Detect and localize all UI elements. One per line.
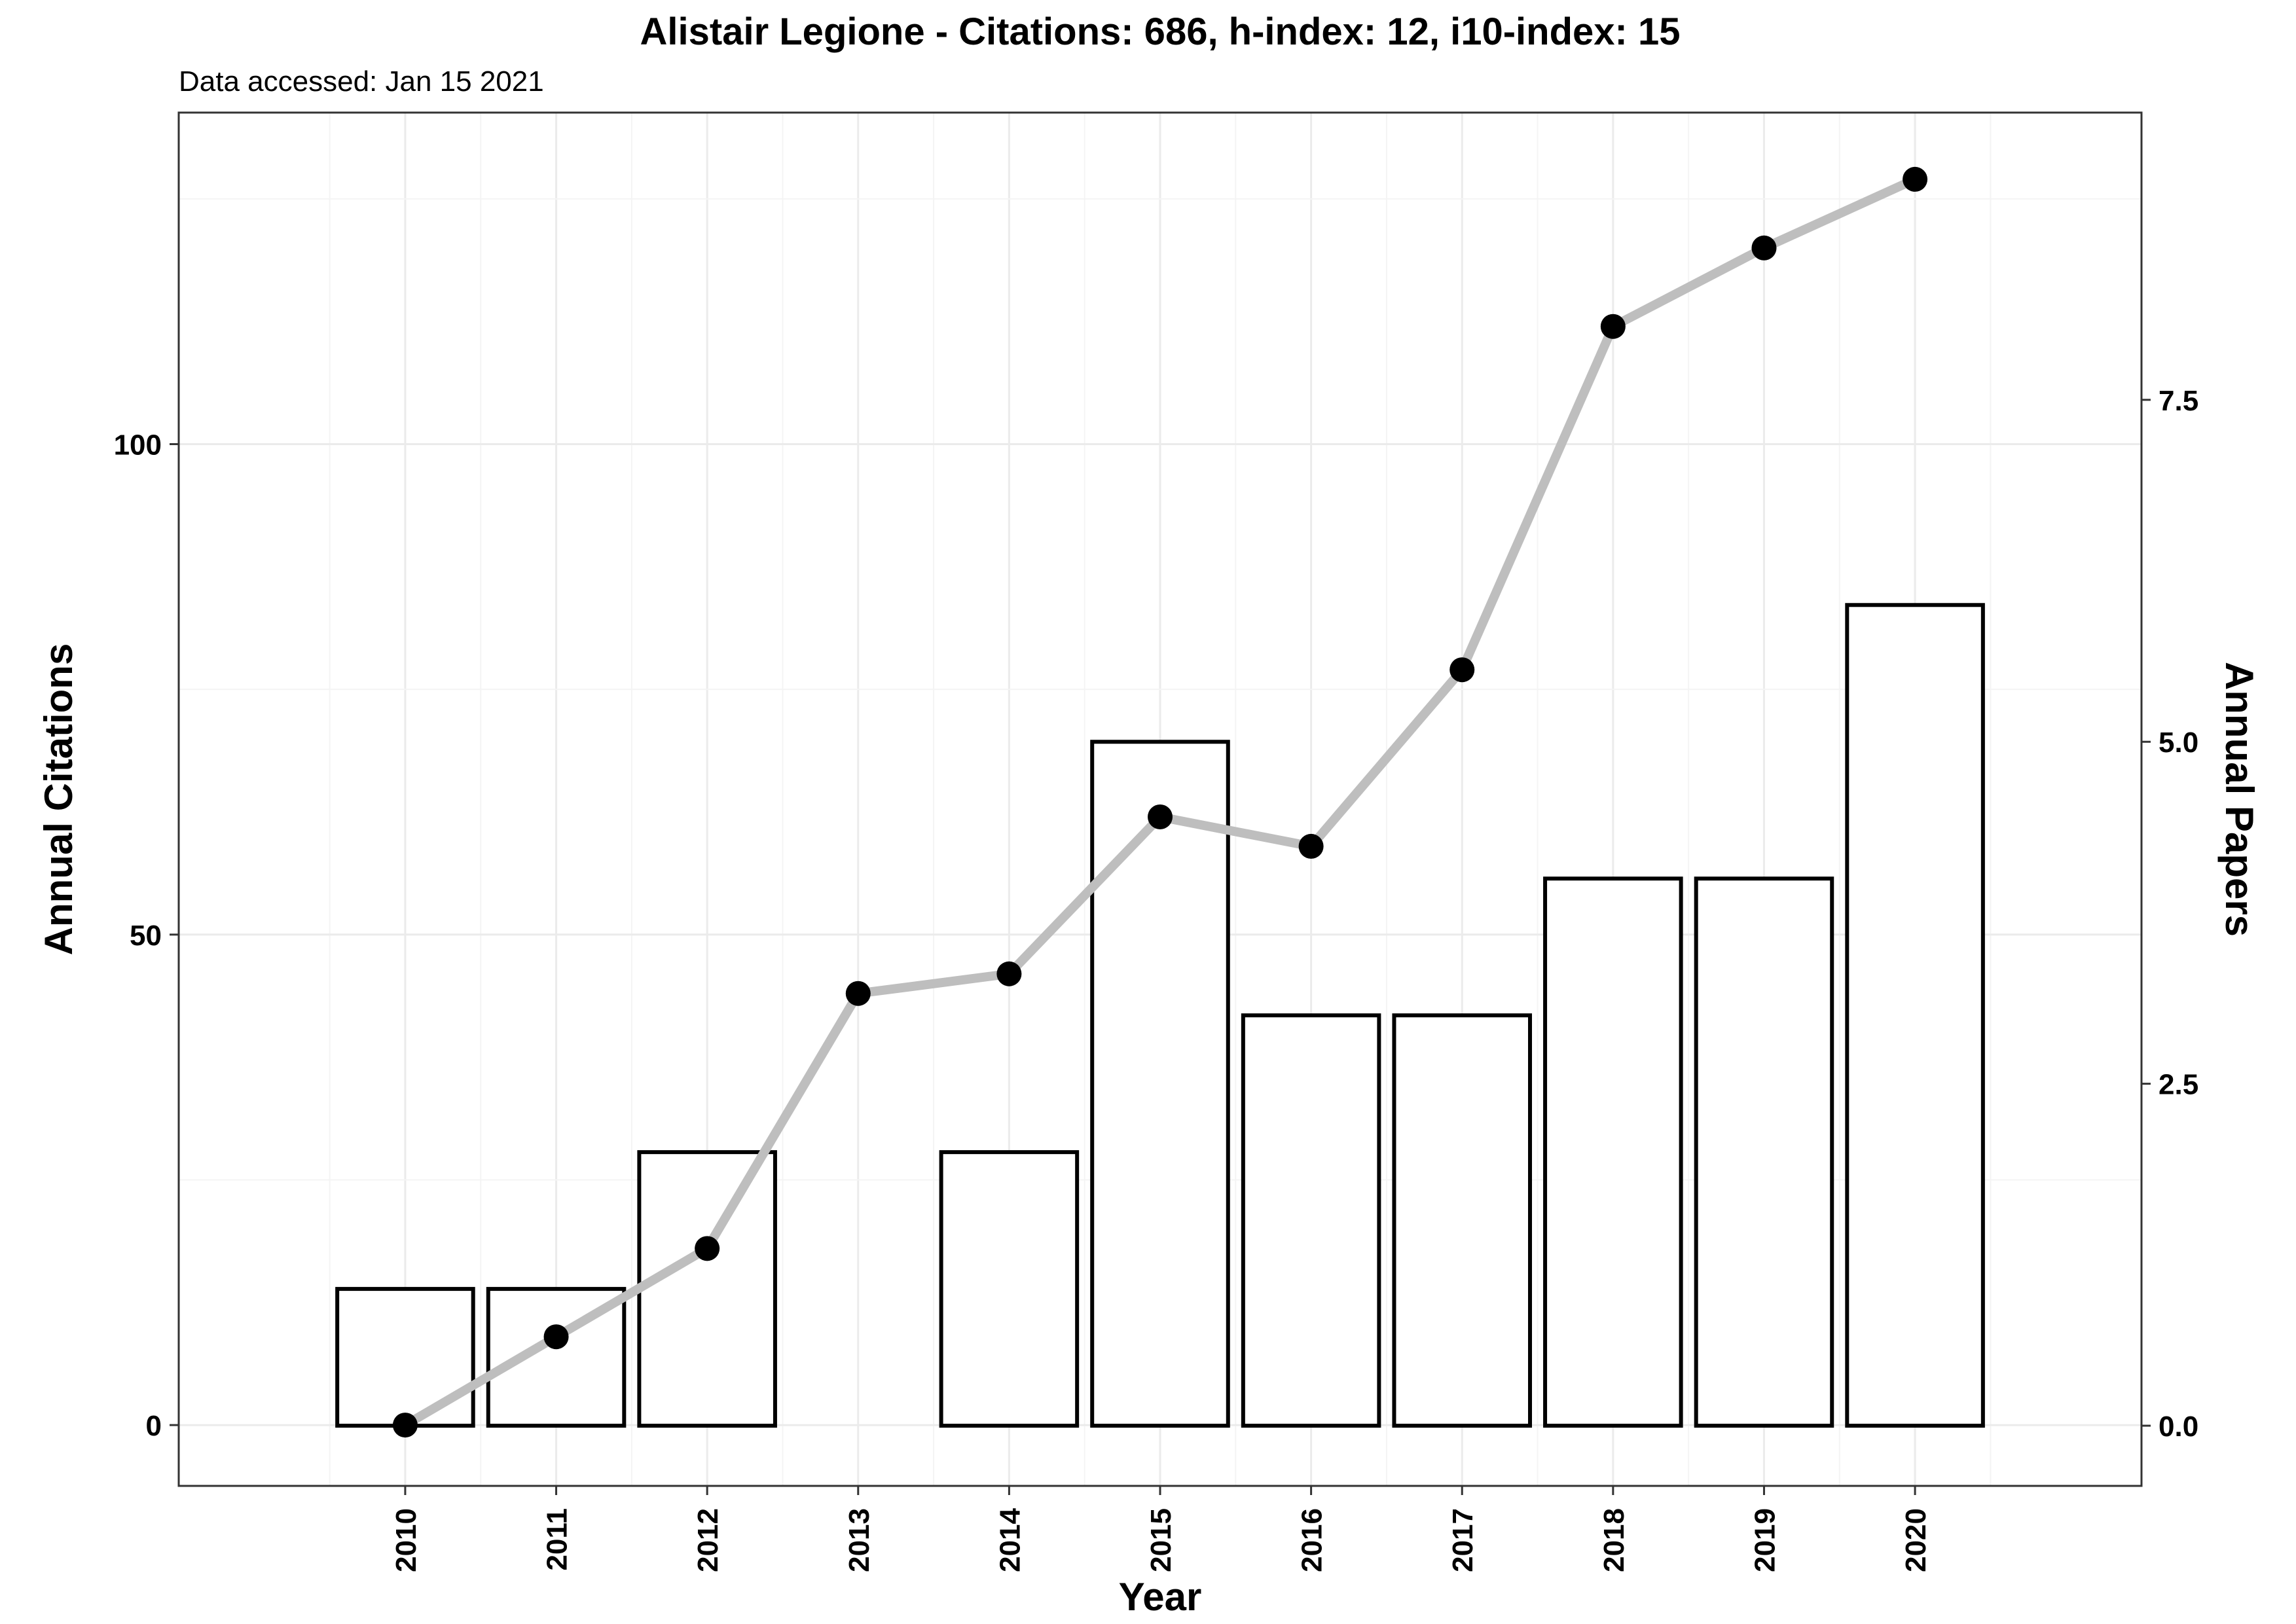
- citation-point-2011: [543, 1324, 569, 1350]
- y-tick-label: 100: [114, 429, 162, 461]
- bar-2014: [939, 1150, 1080, 1428]
- bar-2016: [1241, 1013, 1381, 1428]
- bar-2015: [1090, 740, 1230, 1428]
- x-tick-label: 2010: [390, 1508, 422, 1572]
- y-tick-label: 50: [130, 920, 162, 952]
- citation-point-2017: [1449, 657, 1475, 683]
- citation-point-2013: [845, 981, 871, 1006]
- bar-2018: [1543, 876, 1683, 1428]
- axes: 0 50 100 0.0 2.5 5.0 7.5 2010 2011 2012 2013 2014 20…: [114, 385, 2199, 1572]
- x-tick-label: 2016: [1296, 1508, 1328, 1572]
- citation-point-2019: [1751, 235, 1777, 261]
- y-axis-title: Annual Citations: [37, 643, 81, 956]
- citation-point-2012: [695, 1236, 720, 1261]
- bar-2020: [1845, 603, 1985, 1428]
- x-tick-label: 2011: [541, 1508, 574, 1570]
- bar-2010: [335, 1287, 475, 1428]
- citation-points: [392, 166, 1928, 1438]
- bar-2012: [637, 1150, 777, 1428]
- citation-point-2010: [392, 1413, 418, 1438]
- x-tick-label: 2013: [843, 1508, 875, 1572]
- x-tick-label: 2012: [692, 1508, 724, 1572]
- x-tick-label: 2017: [1447, 1508, 1479, 1572]
- x-tick-label: 2015: [1145, 1508, 1177, 1572]
- chart-subtitle: Data accessed: Jan 15 2021: [179, 65, 544, 98]
- y-tick-label: 0: [146, 1410, 162, 1442]
- y2-tick-label: 0.0: [2159, 1411, 2198, 1443]
- x-tick-label: 2014: [994, 1507, 1026, 1572]
- x-tick-label: 2018: [1598, 1508, 1630, 1572]
- x-tick-label: 2019: [1749, 1508, 1781, 1572]
- citation-point-2018: [1600, 314, 1626, 339]
- x-tick-label: 2020: [1900, 1508, 1932, 1572]
- citation-point-2015: [1148, 804, 1173, 829]
- bar-2017: [1392, 1013, 1533, 1428]
- y2-tick-label: 5.0: [2159, 727, 2198, 759]
- citation-point-2014: [996, 961, 1022, 986]
- citation-point-2016: [1298, 833, 1324, 859]
- y2-tick-label: 2.5: [2159, 1069, 2198, 1101]
- y2-axis-title: Annual Papers: [2217, 662, 2261, 937]
- paper-bars: [335, 603, 1985, 1428]
- chart-title: Alistair Legione - Citations: 686, h-ind…: [640, 10, 1681, 53]
- y2-tick-label: 7.5: [2159, 385, 2198, 417]
- x-axis-title: Year: [1119, 1575, 1202, 1619]
- citation-point-2020: [1903, 166, 1928, 192]
- bar-2019: [1694, 876, 1834, 1428]
